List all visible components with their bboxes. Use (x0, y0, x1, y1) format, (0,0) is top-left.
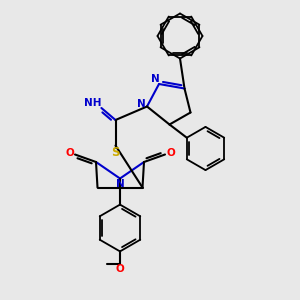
Text: N: N (137, 99, 146, 109)
Text: S: S (111, 146, 120, 159)
Text: N: N (116, 178, 124, 189)
Text: N: N (151, 74, 160, 85)
Text: O: O (166, 148, 175, 158)
Text: NH: NH (84, 98, 102, 109)
Text: O: O (116, 264, 124, 274)
Text: O: O (65, 148, 74, 158)
